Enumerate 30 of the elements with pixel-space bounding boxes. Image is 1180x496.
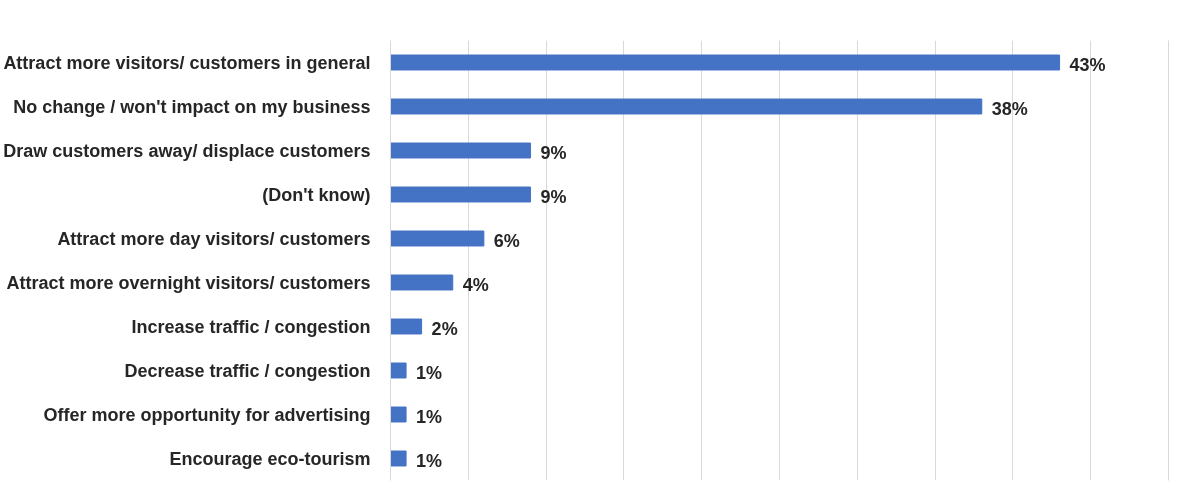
bar (390, 230, 485, 247)
data-label: 1% (416, 406, 443, 427)
y-tick-label: No change / won't impact on my business (13, 96, 371, 117)
data-label: 1% (416, 450, 443, 471)
y-tick-label: Offer more opportunity for advertising (43, 404, 371, 425)
y-tick-label: Increase traffic / congestion (131, 316, 371, 337)
bar (390, 186, 532, 203)
data-label: 4% (462, 274, 489, 295)
bar (390, 274, 454, 291)
y-tick-label: Draw customers away/ displace customers (3, 140, 371, 161)
data-label: 9% (540, 186, 567, 207)
bar (390, 318, 423, 335)
bar (390, 54, 1061, 71)
data-label: 1% (416, 362, 443, 383)
data-label: 9% (540, 142, 567, 163)
bar (390, 362, 407, 379)
data-label: 2% (431, 318, 458, 339)
bar (390, 142, 532, 159)
y-tick-label: Decrease traffic / congestion (124, 360, 371, 381)
y-tick-label: Attract more overnight visitors/ customers (6, 272, 371, 293)
data-label: 38% (991, 98, 1028, 119)
y-tick-label: Attract more visitors/ customers in general (3, 52, 371, 73)
y-tick-label: (Don't know) (262, 184, 371, 205)
bar (390, 406, 407, 423)
data-label: 43% (1069, 54, 1106, 75)
y-tick-label: Attract more day visitors/ customers (57, 228, 371, 249)
bar (390, 98, 983, 115)
data-label: 6% (493, 230, 520, 251)
y-tick-label: Encourage eco-tourism (169, 448, 371, 469)
bar (390, 450, 407, 467)
